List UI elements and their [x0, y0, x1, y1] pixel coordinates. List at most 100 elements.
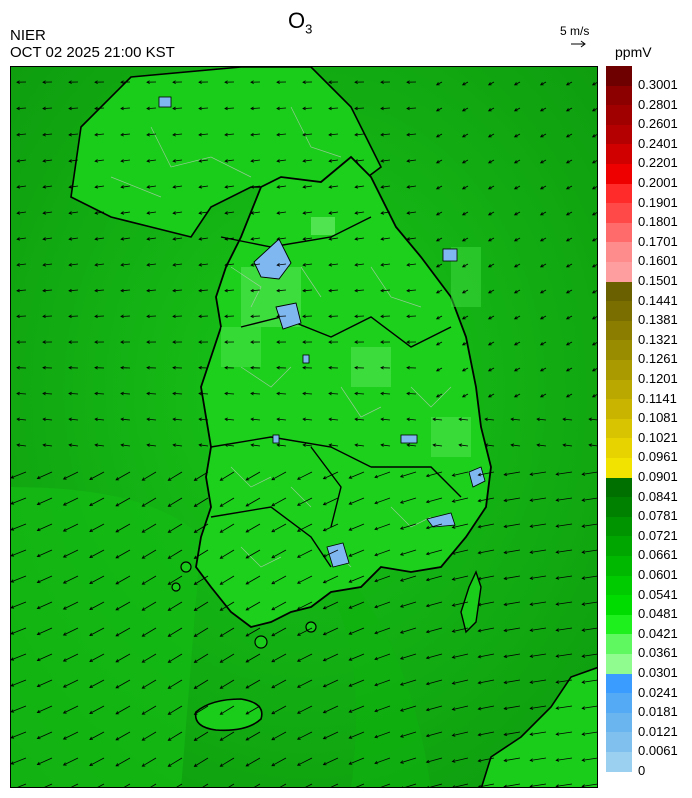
- wind-vector: [11, 627, 27, 635]
- district-lines: [110, 106, 452, 568]
- wind-vector: [115, 523, 131, 533]
- wind-vector-head: [435, 238, 440, 242]
- wind-vector: [63, 497, 79, 506]
- colorbar-label: 0.1441: [638, 292, 678, 308]
- wind-vector: [537, 444, 547, 447]
- wind-vector: [436, 211, 443, 216]
- wind-vector: [303, 211, 313, 214]
- wind-vector: [168, 601, 183, 611]
- wind-vector: [198, 315, 209, 317]
- wind-vector: [37, 627, 53, 635]
- wind-vector: [123, 783, 131, 787]
- wind-vector: [250, 393, 261, 395]
- wind-vector: [514, 289, 521, 294]
- wind-vector-head: [581, 472, 586, 476]
- wind-vector-head: [94, 80, 98, 84]
- wind-vector: [514, 263, 521, 268]
- wind-vector-head: [167, 555, 172, 559]
- wind-vector-head: [591, 186, 596, 190]
- wind-vector-head: [591, 108, 596, 112]
- wind-vector: [172, 315, 183, 317]
- wind-vector: [142, 575, 157, 585]
- urban-patch: [351, 347, 391, 387]
- wind-vector-head: [120, 314, 124, 319]
- wind-vector: [323, 705, 339, 714]
- wind-vector: [271, 497, 287, 507]
- wind-vector: [42, 133, 53, 136]
- wind-vector: [142, 679, 157, 689]
- wind-vector-head: [539, 160, 544, 164]
- wind-vector-head: [141, 659, 146, 663]
- wind-vector: [303, 418, 313, 421]
- wind-vector: [95, 211, 105, 214]
- wind-vector: [173, 444, 183, 447]
- wind-vector: [504, 757, 521, 762]
- wind-vector: [540, 393, 547, 398]
- wind-vector-head: [219, 685, 224, 689]
- wind-vector-head: [167, 685, 172, 689]
- colorbar-swatch: [606, 340, 632, 360]
- wind-vector: [277, 211, 287, 214]
- colorbar-swatch: [606, 301, 632, 321]
- wind-vector-head: [198, 132, 202, 137]
- wind-vector: [194, 705, 209, 715]
- wind-vector-head: [322, 762, 327, 766]
- wind-vector-head: [380, 262, 385, 267]
- wind-vector-head: [565, 342, 570, 346]
- low-ozone-patch: [272, 434, 280, 444]
- wind-vector: [168, 627, 183, 637]
- wind-vector: [37, 523, 53, 531]
- wind-vector-head: [146, 366, 150, 370]
- wind-vector-head: [374, 682, 378, 687]
- wind-vector: [194, 575, 209, 585]
- wind-vector-head: [172, 391, 176, 396]
- wind-vector-head: [172, 132, 176, 137]
- wind-vector-head: [354, 391, 358, 396]
- wind-vector: [199, 211, 209, 214]
- wind-vector-head: [322, 580, 327, 584]
- wind-vector-head: [555, 758, 560, 762]
- wind-vector: [120, 315, 131, 317]
- wind-vector-head: [276, 159, 281, 163]
- wind-vector-head: [425, 499, 430, 504]
- wind-vector: [540, 159, 547, 164]
- wind-vector-head: [172, 314, 176, 319]
- wind-vector: [400, 575, 417, 582]
- wind-vector: [142, 549, 157, 559]
- wind-vector: [556, 705, 573, 709]
- wind-vector: [251, 237, 261, 240]
- wind-vector: [142, 497, 157, 507]
- colorbar-label: 0.2801: [638, 96, 678, 112]
- title-subscript: 3: [305, 21, 313, 37]
- wind-vector-head: [68, 443, 73, 447]
- wind-vector: [328, 393, 339, 395]
- colorbar-swatch: [606, 379, 632, 400]
- wind-vector-head: [328, 340, 332, 344]
- wind-vector: [530, 705, 547, 709]
- wind-vector: [297, 575, 313, 584]
- colorbar-swatch: [606, 575, 632, 596]
- wind-vector-head: [193, 737, 198, 741]
- wind-vector: [592, 238, 597, 242]
- wind-vector: [277, 263, 287, 266]
- wind-vector: [380, 315, 391, 317]
- wind-vector: [582, 627, 597, 631]
- japan-land: [480, 666, 597, 787]
- wind-vector-head: [591, 134, 596, 138]
- wind-vector-head: [536, 443, 541, 447]
- wind-vector: [115, 679, 131, 689]
- wind-vector: [540, 315, 547, 320]
- wind-vector-head: [94, 443, 99, 447]
- wind-vector: [328, 107, 339, 109]
- wind-vector-head: [581, 550, 586, 554]
- wind-vector: [566, 237, 573, 242]
- wind-vector: [504, 653, 521, 658]
- wind-vector-head: [276, 211, 281, 215]
- wind-vector: [478, 679, 495, 684]
- wind-vector-head: [271, 710, 275, 715]
- wind-vector: [120, 393, 131, 395]
- wind-vector: [302, 393, 313, 395]
- wind-vector: [121, 418, 131, 421]
- wind-vector: [349, 653, 365, 661]
- wind-vector-head: [94, 106, 98, 111]
